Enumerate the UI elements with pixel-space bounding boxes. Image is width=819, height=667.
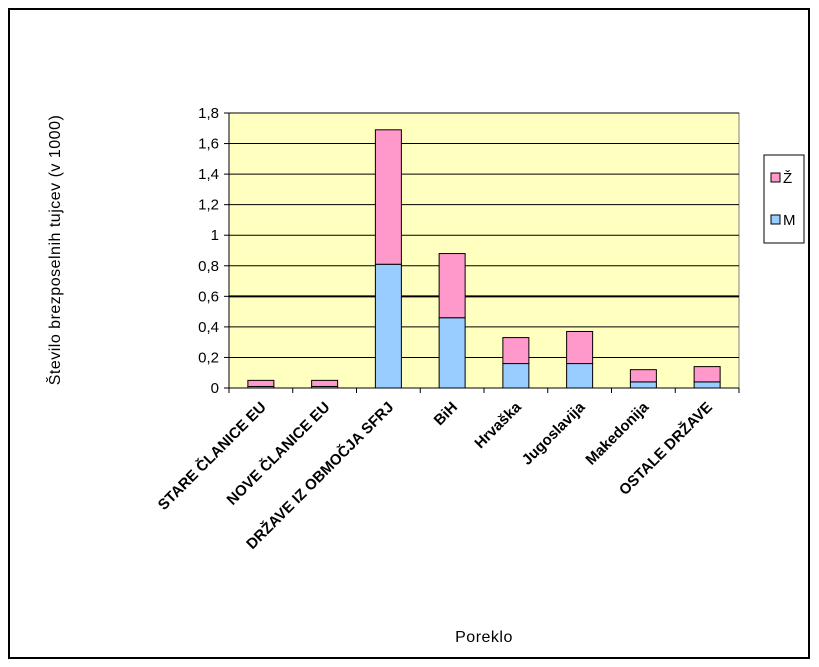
- x-category-label: NOVE ČLANICE EU: [223, 398, 334, 509]
- legend-swatch-M: [770, 214, 781, 225]
- bar-segment-Ž: [566, 330, 594, 365]
- y-tick-label: 1,2: [198, 197, 219, 214]
- legend: ŽM: [763, 154, 805, 244]
- legend-label-M: M: [783, 212, 796, 229]
- bar-segment-Ž: [438, 253, 466, 319]
- plot-area: [228, 112, 740, 389]
- bar-segment-Ž: [629, 369, 657, 383]
- x-category-label: STARE ČLANICE EU: [154, 398, 270, 514]
- bars: [228, 129, 740, 393]
- bar-segment-Ž: [247, 379, 275, 387]
- legend-swatch-Ž: [770, 172, 781, 183]
- y-tick-label: 1,6: [198, 136, 219, 153]
- x-category-label: BiH: [431, 399, 461, 429]
- bar-segment-M: [374, 263, 402, 389]
- bar-segment-M: [502, 363, 530, 389]
- bar-segment-M: [693, 381, 721, 389]
- y-axis-ticks: 0 0,2 0,4 0,6 0,8 1 1,2 1,4 1,6 1,8: [198, 105, 229, 397]
- bar-segment-Ž: [693, 366, 721, 383]
- legend-box: [763, 154, 805, 244]
- x-category-label: Hrvaška: [471, 398, 525, 452]
- x-axis-title: Poreklo: [455, 629, 513, 646]
- y-tick-label: 1,8: [198, 105, 219, 122]
- y-tick-label: 0,4: [198, 319, 219, 336]
- y-axis-title: Število brezposelnih tujcev (v 1000): [45, 115, 64, 386]
- bar-segment-M: [629, 381, 657, 389]
- bar-segment-Ž: [502, 337, 530, 365]
- y-tick-label: 0,6: [198, 288, 219, 305]
- y-tick-label: 0,2: [198, 349, 219, 366]
- bar-segment-Ž: [311, 379, 339, 387]
- y-tick-label: 0: [211, 380, 219, 397]
- bar-segment-Ž: [374, 129, 402, 265]
- y-tick-label: 0,8: [198, 258, 219, 275]
- legend-label-Ž: Ž: [783, 170, 792, 187]
- y-tick-label: 1,4: [198, 166, 219, 183]
- bar-segment-M: [438, 317, 466, 389]
- x-category-label: Makedonija: [582, 398, 652, 468]
- y-tick-label: 1: [211, 227, 219, 244]
- bar-segment-M: [566, 363, 594, 389]
- gridlines: [229, 112, 739, 358]
- x-category-label: Jugoslavija: [519, 398, 589, 468]
